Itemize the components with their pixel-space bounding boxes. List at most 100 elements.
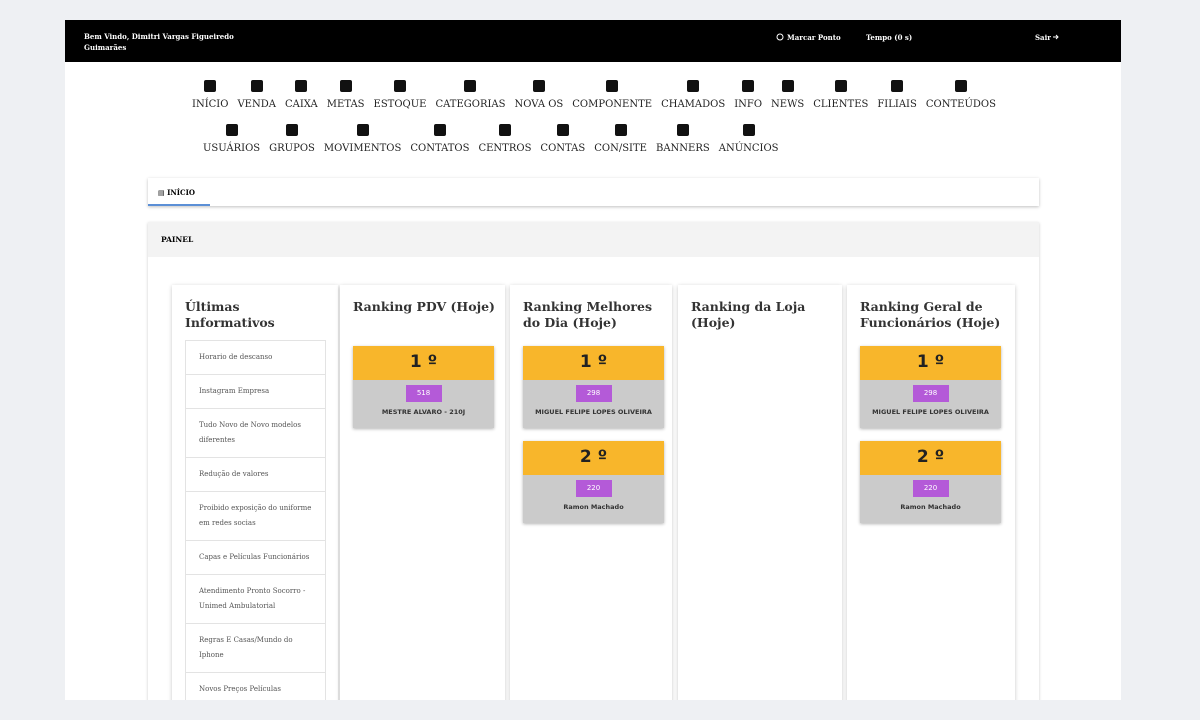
ranking-card: 1 º 298 MIGUEL FELIPE LOPES OLIVEIRA: [860, 346, 1001, 428]
nav-item[interactable]: GRUPOS: [269, 124, 315, 154]
news-item[interactable]: Horario de descanso: [185, 340, 326, 374]
nav-icon: [339, 80, 352, 92]
ranking-position: 1 º: [860, 346, 1001, 380]
ranking-name: Ramon Machado: [900, 503, 961, 511]
nav-label: METAS: [326, 99, 365, 110]
nav-item[interactable]: MOVIMENTOS: [324, 124, 401, 154]
news-item[interactable]: Capas e Películas Funcionários: [185, 540, 326, 574]
column-title: Ranking da Loja (Hoje): [691, 299, 806, 330]
nav-row: USUÁRIOS GRUPOS MOVIMENTOS CONTATOS CENTROS C…: [203, 124, 779, 154]
nav-label: NEWS: [771, 99, 805, 110]
nav-label: INFO: [734, 99, 763, 110]
ranking-name: Ramon Machado: [563, 503, 624, 511]
nav-label: CLIENTES: [813, 99, 869, 110]
nav-label: CONTAS: [540, 143, 586, 154]
nav-icon: [204, 80, 217, 92]
nav-item[interactable]: BANNERS: [656, 124, 710, 154]
ranking-position: 2 º: [523, 441, 664, 475]
nav-icon: [781, 80, 794, 92]
nav-icon: [433, 124, 446, 136]
clock-in[interactable]: Marcar Ponto: [787, 33, 841, 42]
ranking-card: 2 º 220 Ramon Machado: [860, 441, 1001, 523]
nav-item[interactable]: INFO: [734, 80, 762, 110]
breadcrumb-label: ▤ INÍCIO: [158, 188, 195, 197]
column-title: Ranking PDV (Hoje): [353, 299, 495, 314]
ranking-position: 1 º: [353, 346, 494, 380]
nav-item[interactable]: CON/SITE: [594, 124, 647, 154]
nav-item[interactable]: CONTAS: [540, 124, 585, 154]
news-item[interactable]: Novos Preços Películas: [185, 672, 326, 700]
nav-icon: [891, 80, 904, 92]
ranking-name: MIGUEL FELIPE LOPES OLIVEIRA: [535, 408, 652, 416]
logout[interactable]: Sair: [1035, 33, 1051, 42]
nav-label: CHAMADOS: [661, 99, 726, 110]
nav-item[interactable]: ANÚNCIOS: [719, 124, 779, 154]
nav-item[interactable]: COMPONENTE: [572, 80, 652, 110]
ranking-column: Ranking Melhores do Dia (Hoje) 1 º 298 MIGU…: [510, 285, 672, 700]
column-title: Últimas Informativos: [185, 299, 275, 330]
nav-label: CON/SITE: [594, 143, 647, 154]
nav-label: MOVIMENTOS: [323, 143, 402, 154]
top-bar: Bem Vindo, Dimitri Vargas Figueiredo Gui…: [65, 20, 1121, 62]
news-item[interactable]: Tudo Novo de Novo modelos diferentes: [185, 408, 326, 457]
ranking-card: 2 º 220 Ramon Machado: [523, 441, 664, 523]
nav-icon: [687, 80, 700, 92]
ranking-body: 518 MESTRE ALVARO - 210J: [353, 380, 494, 428]
ranking-column: Ranking da Loja (Hoje): [678, 285, 842, 700]
nav-icon: [606, 80, 619, 92]
active-underline: [148, 204, 210, 206]
nav-label: USUÁRIOS: [203, 143, 261, 154]
ranking-body: 298 MIGUEL FELIPE LOPES OLIVEIRA: [860, 380, 1001, 428]
nav-item[interactable]: FILIAIS: [877, 80, 917, 110]
nav-icon: [295, 80, 308, 92]
news-item[interactable]: Instagram Empresa: [185, 374, 326, 408]
ranking-card: 1 º 298 MIGUEL FELIPE LOPES OLIVEIRA: [523, 346, 664, 428]
score-badge: 518: [405, 385, 442, 402]
nav-icon: [250, 80, 263, 92]
nav-item[interactable]: ESTOQUE: [374, 80, 426, 110]
nav-item[interactable]: CENTROS: [478, 124, 531, 154]
nav-item[interactable]: VENDA: [237, 80, 276, 110]
nav-label: CAIXA: [284, 99, 318, 110]
news-item[interactable]: Regras E Casas/Mundo do Iphone: [185, 623, 326, 672]
ranking-name: MESTRE ALVARO - 210J: [381, 408, 466, 416]
nav-label: CATEGORIAS: [435, 99, 506, 110]
nav-item[interactable]: USUÁRIOS: [203, 124, 260, 154]
news-item[interactable]: Atendimento Pronto Socorro - Unimed Ambu…: [185, 574, 326, 623]
news-column: Últimas Informativos Horario de descanso I…: [172, 285, 338, 700]
nav-icon: [498, 124, 511, 136]
news-item[interactable]: Proibido exposição do uniforme em redes …: [185, 491, 326, 540]
ranking-card: 1 º 518 MESTRE ALVARO - 210J: [353, 346, 494, 428]
nav-item[interactable]: NEWS: [771, 80, 804, 110]
nav-item[interactable]: CATEGORIAS: [435, 80, 506, 110]
score-badge: 298: [912, 385, 949, 402]
breadcrumb-text: INÍCIO: [167, 188, 195, 197]
app-window: Bem Vindo, Dimitri Vargas Figueiredo Gui…: [65, 20, 1121, 700]
nav-item[interactable]: INÍCIO: [192, 80, 228, 110]
nav-label: CENTROS: [478, 143, 532, 154]
nav-label: GRUPOS: [269, 143, 315, 154]
nav-item[interactable]: CONTEÚDOS: [926, 80, 996, 110]
nav-icon: [356, 124, 369, 136]
nav-icon: [393, 80, 406, 92]
nav-icon: [614, 124, 627, 136]
score-badge: 298: [575, 385, 612, 402]
nav-item[interactable]: METAS: [327, 80, 365, 110]
nav-item[interactable]: CHAMADOS: [661, 80, 725, 110]
nav-item[interactable]: NOVA OS: [514, 80, 564, 110]
nav-label: CONTEÚDOS: [925, 99, 996, 110]
nav-icon: [676, 124, 689, 136]
news-item[interactable]: Redução de valores: [185, 457, 326, 491]
nav-icon: [742, 80, 755, 92]
ranking-body: 220 Ramon Machado: [860, 475, 1001, 523]
nav-icon: [742, 124, 755, 136]
nav-item[interactable]: CONTATOS: [410, 124, 469, 154]
nav-label: NOVA OS: [514, 99, 564, 110]
nav-icon: [464, 80, 477, 92]
ranking-column: Ranking PDV (Hoje) 1 º 518 MESTRE ALVARO - …: [340, 285, 505, 700]
nav-icon: [225, 124, 238, 136]
nav-item[interactable]: CLIENTES: [813, 80, 868, 110]
nav-item[interactable]: CAIXA: [285, 80, 318, 110]
nav-icon: [286, 124, 299, 136]
panel: PAINEL Últimas Informativos Horario de de…: [148, 222, 1039, 700]
